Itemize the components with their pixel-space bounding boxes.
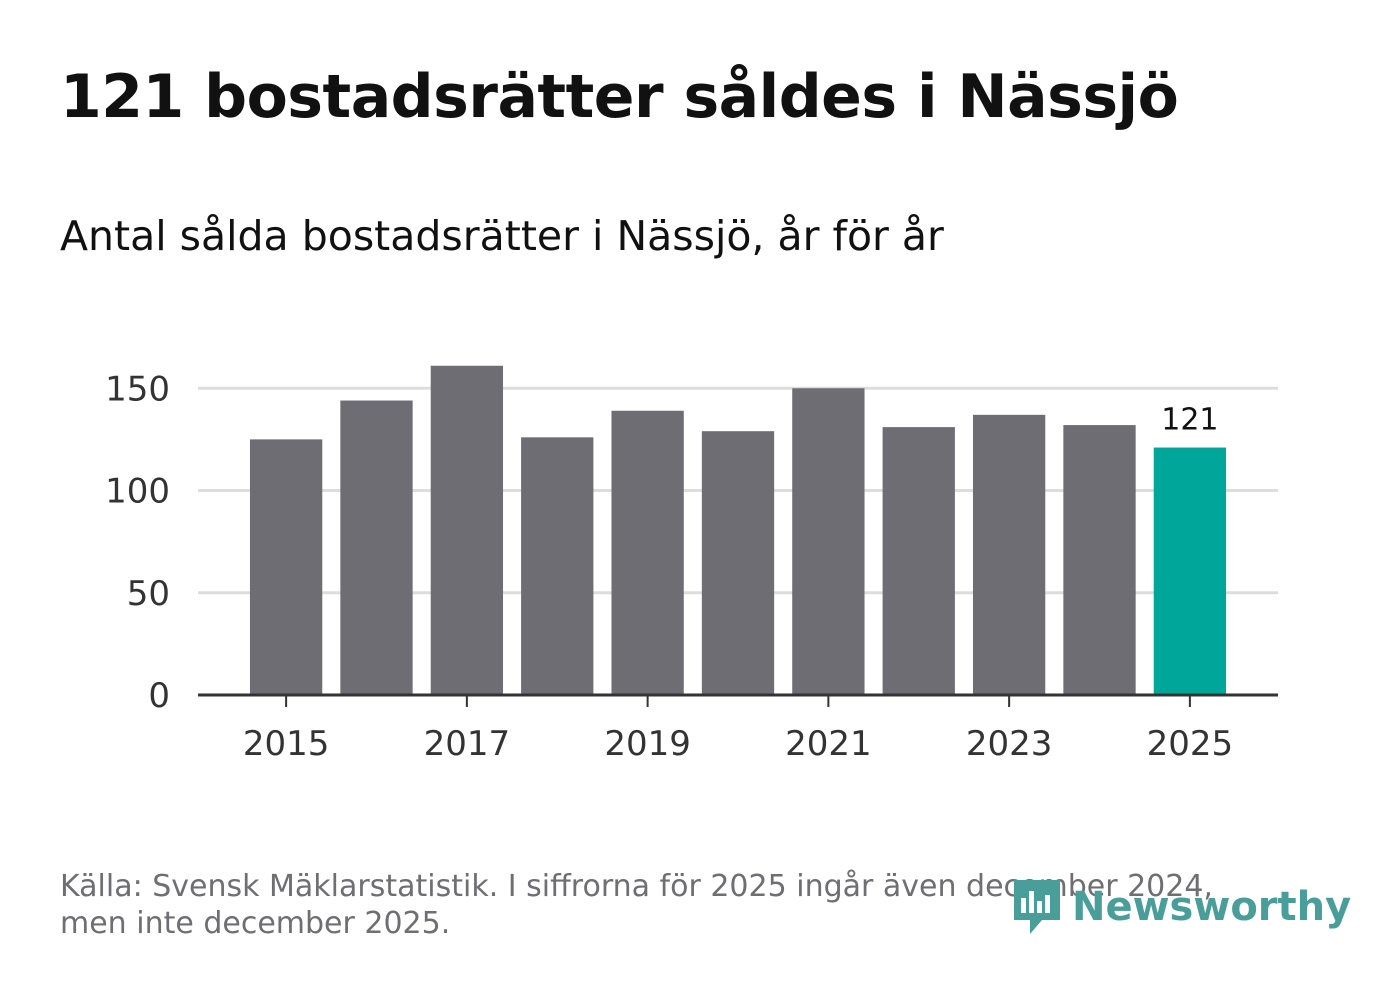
bar-2015: [249, 439, 323, 695]
y-tick-label-100: 100: [105, 472, 170, 512]
x-tick-label-2023: 2023: [966, 724, 1053, 764]
x-tick-label-2017: 2017: [424, 724, 511, 764]
newsworthy-logo: Newsworthy: [1012, 878, 1351, 936]
bar-2021: [792, 388, 865, 695]
newsworthy-bar-chart-icon: [1014, 880, 1060, 934]
y-tick-label-50: 50: [127, 574, 170, 614]
x-tick-label-2015: 2015: [243, 724, 330, 764]
bar-2016: [340, 400, 413, 695]
x-tick-label-2025: 2025: [1147, 724, 1234, 764]
logo-text: Newsworthy: [1072, 884, 1352, 930]
bar-2017: [430, 365, 504, 695]
chart-title: 121 bostadsrätter såldes i Nässjö: [60, 62, 1179, 132]
x-tick-label-2021: 2021: [785, 724, 872, 764]
axes: [198, 693, 1278, 707]
bar-2020: [701, 431, 775, 695]
data-label-2025: 121: [1161, 403, 1218, 438]
bar-2018: [521, 437, 594, 695]
chart-subtitle: Antal sålda bostadsrätter i Nässjö, år f…: [60, 212, 944, 260]
labels: 0 50 100 150 2015 2017 2019 2021 2023 2025 121: [105, 369, 1233, 764]
source-line-2: men inte december 2025.: [60, 906, 451, 941]
bar-2022: [882, 427, 955, 695]
x-tick-label-2019: 2019: [604, 724, 691, 764]
bar-2024: [1063, 425, 1136, 695]
bar-2023: [972, 414, 1046, 695]
y-tick-label-0: 0: [148, 676, 170, 716]
bar-2019: [611, 410, 684, 695]
bars: [249, 365, 1227, 695]
y-tick-label-150: 150: [105, 369, 170, 409]
bar-2025: [1153, 447, 1227, 695]
